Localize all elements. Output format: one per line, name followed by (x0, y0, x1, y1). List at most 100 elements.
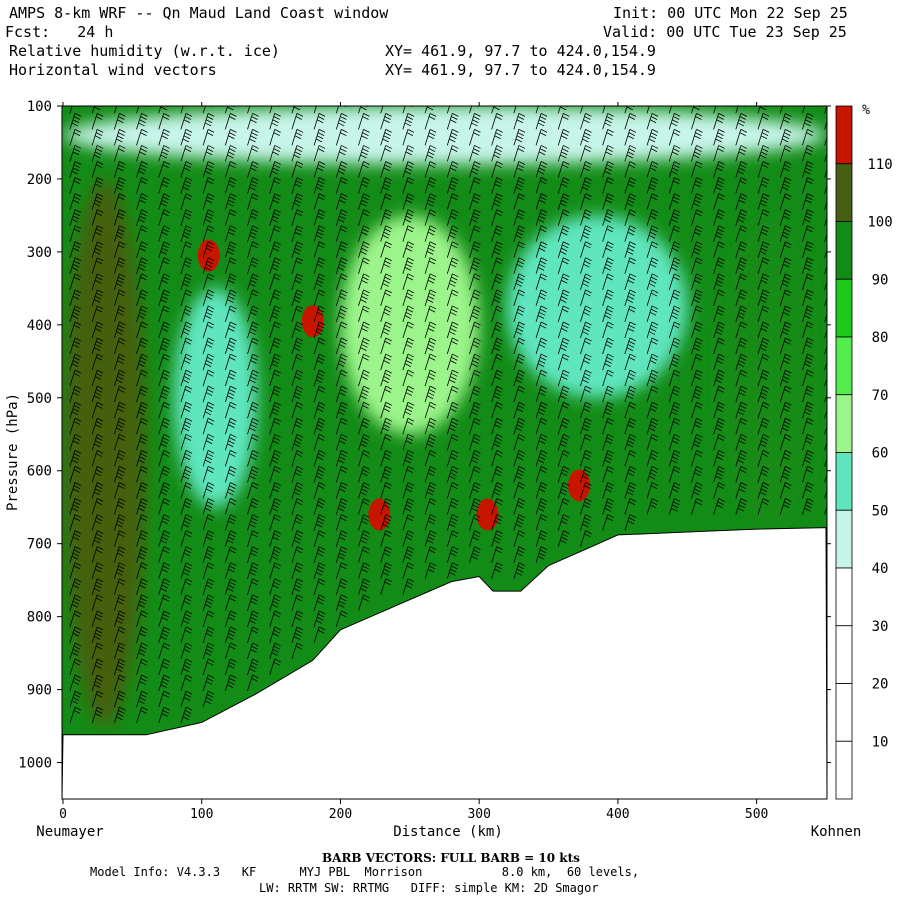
barb-flag (185, 594, 193, 599)
barb-flag (474, 97, 480, 100)
barb-shaft (91, 450, 98, 467)
wind-barb (158, 337, 170, 355)
barb-flag (141, 385, 148, 390)
barb-flag (230, 514, 237, 518)
barb-flag (296, 305, 304, 310)
barb-shaft (269, 658, 276, 676)
barb-shaft (247, 674, 253, 692)
barb-flag (227, 491, 234, 496)
barb-flag (274, 626, 281, 631)
wind-barb (180, 209, 193, 226)
barb-flag (205, 488, 213, 493)
barb-flag (230, 626, 237, 631)
barb-flag (207, 594, 215, 599)
barb-flag (140, 565, 147, 570)
barb-flag (163, 321, 170, 326)
barb-flag (73, 709, 81, 714)
barb-shaft (113, 257, 120, 274)
barb-flag (741, 97, 747, 100)
barb-flag (138, 218, 145, 223)
barb-flag (95, 693, 103, 698)
barb-flag (116, 620, 123, 624)
barb-flag (252, 241, 259, 246)
barb-flag (271, 218, 278, 223)
barb-flag (296, 321, 304, 326)
barb-flag (250, 119, 257, 124)
barb-flag (253, 97, 259, 100)
barb-flag (117, 328, 124, 332)
barb-shaft (247, 289, 253, 306)
barb-flag (207, 177, 215, 181)
barb-shaft (291, 466, 298, 483)
barb-flag (182, 283, 190, 287)
barb-flag (95, 437, 103, 441)
barb-shaft (113, 546, 120, 563)
barb-flag (295, 517, 303, 522)
barb-flag (72, 119, 80, 124)
barb-shaft (224, 289, 231, 306)
barb-flag (273, 244, 280, 249)
wind-barb (291, 337, 304, 355)
barb-flag (407, 100, 413, 103)
barb-shaft (136, 321, 142, 339)
barb-flag (73, 212, 81, 217)
wind-barb (69, 369, 82, 387)
barb-flag (96, 241, 104, 246)
wind-barb (202, 337, 215, 355)
barb-flag (228, 472, 235, 477)
barb-shaft (113, 305, 120, 323)
barb-flag (96, 530, 104, 534)
wind-barb (180, 642, 193, 660)
barb-flag (250, 215, 257, 220)
barb-flag (119, 305, 126, 310)
barb-shaft (91, 546, 98, 563)
barb-flag (274, 450, 281, 454)
barb-flag (250, 279, 257, 284)
wind-barb (269, 498, 281, 515)
wind-barb (113, 145, 126, 162)
barb-shaft (224, 337, 231, 355)
barb-shaft (202, 626, 209, 644)
barb-shaft (247, 353, 253, 371)
barb-flag (184, 565, 192, 570)
wind-barb (247, 482, 259, 499)
barb-flag (119, 690, 126, 695)
barb-flag (163, 690, 170, 695)
barb-shaft (247, 610, 253, 627)
barb-flag (72, 263, 80, 268)
barb-flag (163, 129, 170, 133)
barb-flag (73, 501, 81, 506)
barb-shaft (224, 305, 231, 323)
barb-flag (251, 437, 258, 441)
wind-barb (136, 353, 148, 371)
barb-shaft (69, 610, 76, 627)
barb-flag (228, 247, 235, 252)
barb-shaft (202, 594, 209, 611)
barb-flag (185, 145, 193, 149)
barb-flag (96, 225, 104, 230)
wind-barb (180, 112, 193, 130)
barb-flag (295, 276, 303, 281)
barb-flag (228, 424, 235, 429)
barb-shaft (269, 402, 276, 419)
barb-flag (230, 97, 236, 100)
barb-shaft (180, 369, 187, 387)
barb-flag (229, 308, 236, 313)
barb-shaft (136, 177, 142, 194)
barb-shaft (113, 594, 120, 611)
barb-shaft (269, 514, 276, 531)
barb-flag (139, 681, 146, 685)
barb-shaft (224, 626, 231, 644)
barb-shaft (202, 321, 209, 339)
barb-shaft (69, 498, 76, 515)
barb-flag (138, 459, 145, 464)
barb-flag (117, 648, 124, 653)
wind-barb (224, 658, 237, 676)
barb-shaft (69, 273, 76, 290)
barb-flag (119, 578, 126, 583)
barb-flag (184, 677, 192, 682)
barb-flag (295, 324, 303, 329)
wind-barb (158, 417, 170, 435)
barb-flag (139, 632, 146, 637)
barb-flag (94, 279, 102, 284)
